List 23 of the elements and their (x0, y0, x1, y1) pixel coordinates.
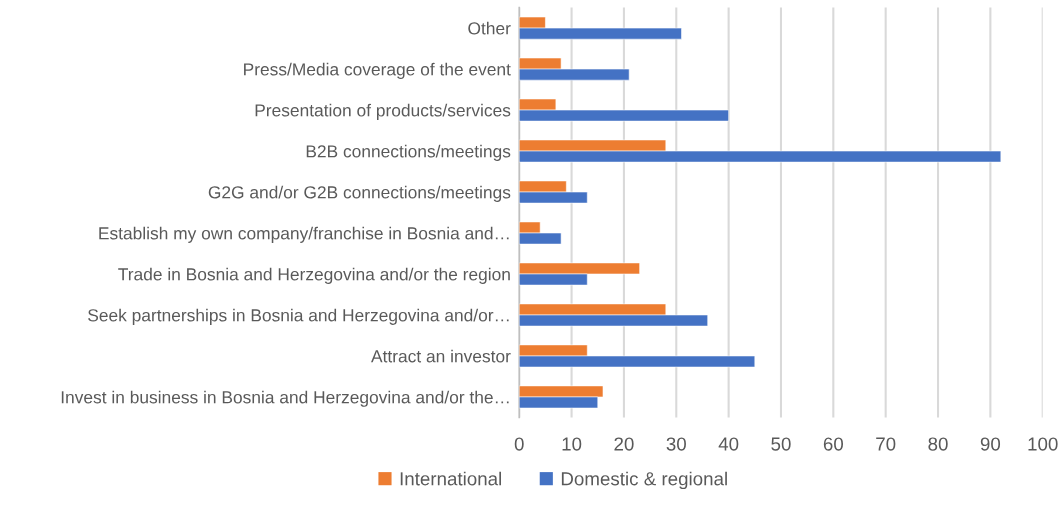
y-tick-label: G2G and/or G2B connections/meetings (208, 185, 511, 202)
y-tick-label: Trade in Bosnia and Herzegovina and/or the region (118, 267, 510, 284)
legend-label: International (400, 471, 501, 486)
y-tick-label: B2B connections/meetings (306, 144, 511, 161)
x-tick-label: 70 (876, 437, 896, 451)
x-tick-label: 30 (666, 437, 686, 451)
y-tick-label: Seek partnerships in Bosnia and Herzegovina and/or… (88, 308, 509, 325)
y-tick-label: Presentation of products/services (255, 103, 511, 120)
x-tick-label: 80 (928, 437, 948, 451)
x-tick-label: 50 (771, 437, 791, 451)
x-tick-label: 100 (1028, 437, 1058, 451)
x-tick-label: 10 (562, 437, 582, 451)
y-tick-label: Invest in business in Bosnia and Herzegovina and/or the… (61, 390, 509, 407)
y-tick-label: Other (468, 21, 511, 35)
x-tick-label: 20 (614, 437, 634, 451)
x-tick-label: 90 (980, 437, 1001, 451)
x-tick-label: 40 (718, 437, 739, 451)
y-tick-label: Press/Media coverage of the event (244, 62, 511, 79)
y-tick-label: Establish my own company/franchise in Bosnia and… (99, 226, 509, 243)
y-tick-label: Attract an investor (371, 349, 511, 363)
x-tick-label: 60 (823, 437, 844, 451)
legend-label: Domestic & regional (561, 471, 727, 490)
x-tick-label: 0 (514, 437, 524, 451)
